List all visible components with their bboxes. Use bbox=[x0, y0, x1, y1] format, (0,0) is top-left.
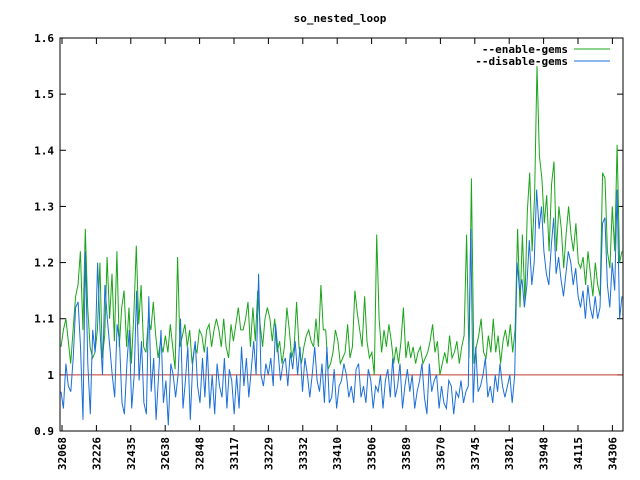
x-tick-label: 34115 bbox=[572, 437, 585, 470]
x-tick-label: 34306 bbox=[606, 437, 619, 470]
series-line-enable-gems bbox=[60, 66, 623, 376]
y-tick-label: 1 bbox=[47, 369, 54, 382]
legend-label-enable-gems: --enable-gems bbox=[482, 43, 568, 56]
x-tick-label: 32435 bbox=[125, 437, 138, 470]
x-tick-label: 32068 bbox=[56, 437, 69, 470]
x-tick-label: 33410 bbox=[331, 437, 344, 470]
legend-label-disable-gems: --disable-gems bbox=[475, 55, 568, 68]
y-tick-label: 1.3 bbox=[34, 200, 54, 213]
y-tick-label: 0.9 bbox=[34, 425, 54, 438]
plot-frame bbox=[59, 37, 624, 432]
x-tick-label: 33589 bbox=[400, 437, 413, 470]
x-tick-label: 33117 bbox=[228, 437, 241, 470]
series-line-disable-gems bbox=[60, 189, 623, 426]
x-tick-label: 33948 bbox=[538, 437, 551, 470]
plot-area: 0.9 1 1.1 1.2 1.3 1.4 1.5 1.6 32068 32226 32435 326… bbox=[34, 32, 623, 470]
y-tick-label: 1.1 bbox=[34, 313, 54, 326]
chart-title: so_nested_loop bbox=[294, 12, 387, 25]
x-tick-label: 32226 bbox=[90, 437, 103, 470]
y-tick-label: 1.2 bbox=[34, 257, 54, 270]
x-tick-label: 33506 bbox=[366, 437, 379, 470]
x-tick-label: 32848 bbox=[194, 437, 207, 470]
x-tick-label: 33745 bbox=[469, 437, 482, 470]
x-tick-label: 33670 bbox=[434, 437, 447, 470]
x-tick-label: 33229 bbox=[262, 437, 275, 470]
legend: --enable-gems --disable-gems bbox=[475, 43, 610, 68]
y-tick-label: 1.4 bbox=[34, 144, 54, 157]
x-tick-label: 33332 bbox=[297, 437, 310, 470]
y-tick-label: 1.5 bbox=[34, 88, 54, 101]
y-tick-label: 1.6 bbox=[34, 32, 54, 45]
x-tick-label: 32638 bbox=[159, 437, 172, 470]
x-tick-label: 33821 bbox=[503, 437, 516, 470]
